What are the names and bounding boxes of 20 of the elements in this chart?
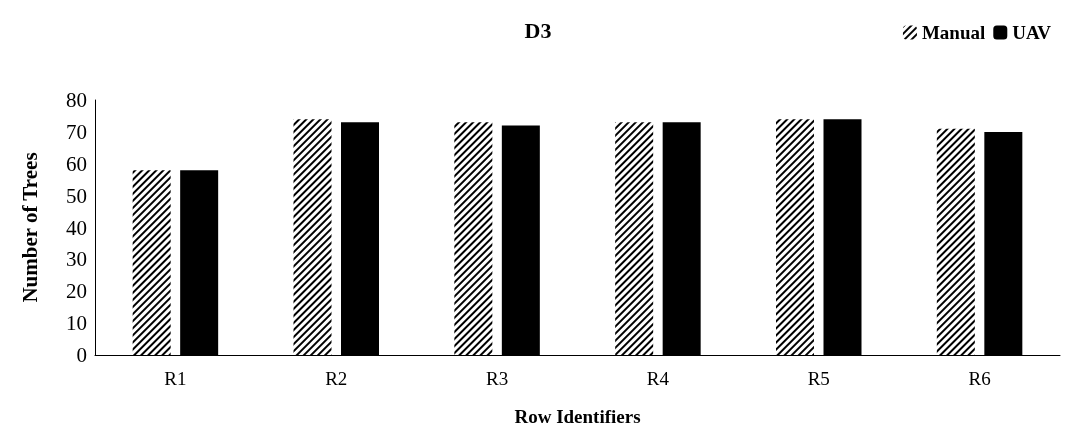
legend-label: Manual [921,22,986,43]
y-tick-label: 10 [66,311,87,336]
x-tick-label: R6 [968,368,991,389]
y-axis-title: Number of Trees [17,152,42,303]
x-tick-label: R1 [164,368,187,389]
y-tick-label: 0 [76,343,87,367]
chart-title: D3 [524,17,552,43]
x-tick-label: R3 [485,368,509,389]
y-tick-label: 20 [66,279,87,304]
legend-label: UAV [1012,22,1052,43]
y-tick-label: 50 [66,183,87,208]
y-tick-label: 80 [66,88,87,112]
x-tick-label: R2 [325,368,348,389]
y-tick-label: 30 [66,247,87,272]
x-tick-label: R5 [807,368,830,389]
y-tick-label: 40 [66,215,87,240]
x-axis-title: Row Identifiers [514,406,641,427]
x-tick-label: R4 [646,368,670,389]
y-tick-label: 60 [66,151,87,176]
y-tick-label: 70 [66,119,87,144]
